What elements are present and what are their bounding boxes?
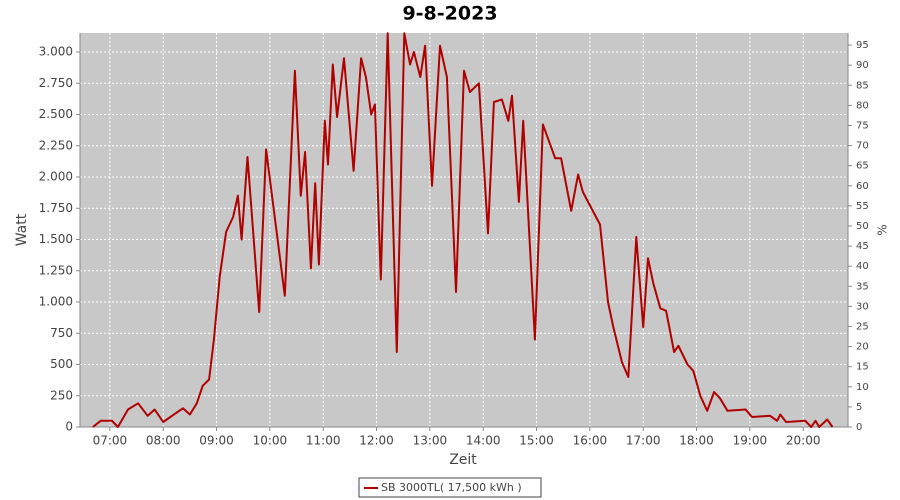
x-tick-label: 11:00 [306,434,341,448]
y2-tick-label: 85 [856,80,869,91]
y2-tick-label: 45 [856,241,869,252]
x-tick-label: 14:00 [466,434,501,448]
y-tick-label: 1.250 [39,263,73,277]
y-tick-label: 2.750 [39,76,73,90]
y2-tick-label: 0 [856,422,862,433]
y-tick-label: 750 [50,326,73,340]
x-tick-label: 16:00 [573,434,608,448]
y2-tick-label: 90 [856,60,869,71]
x-axis-label: Zeit [449,452,477,468]
y2-tick-label: 40 [856,261,869,272]
y2-tick-label: 65 [856,161,869,172]
y2-axis-label: % [876,224,890,235]
plot-area [80,33,848,427]
y2-tick-label: 5 [856,402,862,413]
legend: SB 3000TL( 17,500 kWh ) [358,477,542,498]
y2-tick-label: 30 [856,301,869,312]
x-tick-label: 17:00 [626,434,661,448]
x-tick-label: 08:00 [146,434,181,448]
x-tick-label: 20:00 [786,434,821,448]
x-tick-label: 15:00 [519,434,554,448]
legend-label: SB 3000TL( 17,500 kWh ) [381,481,522,494]
x-tick-label: 09:00 [199,434,234,448]
y2-tick-label: 95 [856,40,869,51]
y2-tick-label: 10 [856,382,869,393]
y-tick-label: 2.000 [39,170,73,184]
y-axis-label: Watt [14,213,30,246]
y-tick-label: 1.500 [39,232,73,246]
x-tick-label: 10:00 [253,434,288,448]
y-tick-label: 1.750 [39,201,73,215]
y2-tick-label: 35 [856,281,869,292]
x-tick-label: 19:00 [733,434,768,448]
y-tick-label: 250 [50,388,73,402]
y2-tick-label: 55 [856,201,869,212]
y2-tick-label: 70 [856,141,869,152]
y2-tick-label: 75 [856,120,869,131]
y-tick-label: 2.250 [39,138,73,152]
y-tick-label: 2.500 [39,107,73,121]
y2-tick-label: 80 [856,100,869,111]
x-tick-label: 07:00 [93,434,128,448]
y-tick-label: 1.000 [39,295,73,309]
y-tick-label: 3.000 [39,45,73,59]
y2-tick-label: 60 [856,181,869,192]
x-tick-label: 18:00 [679,434,714,448]
y-tick-label: 0 [65,420,73,434]
y-tick-label: 500 [50,357,73,371]
x-tick-label: 13:00 [413,434,448,448]
y2-tick-label: 20 [856,342,869,353]
y2-tick-label: 15 [856,362,869,373]
chart-title: 9-8-2023 [402,3,497,25]
x-tick-label: 12:00 [359,434,394,448]
series-line [92,32,834,428]
legend-box [358,477,542,498]
y2-tick-label: 25 [856,321,869,332]
y2-tick-label: 50 [856,221,869,232]
